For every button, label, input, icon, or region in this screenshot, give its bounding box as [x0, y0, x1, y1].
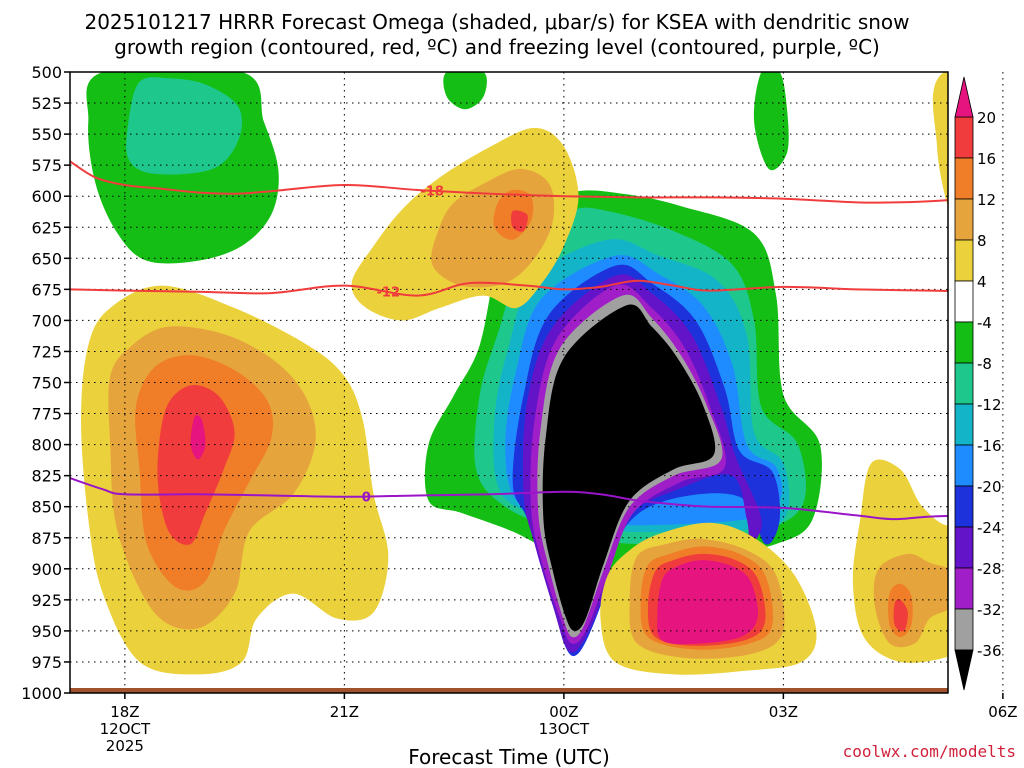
colorbar-band--36--32 — [954, 608, 974, 651]
y-tick-label: 725 — [31, 342, 62, 361]
colorbar-band--28--24 — [954, 526, 974, 569]
colorbar-label: -32 — [977, 601, 1002, 619]
x-tick-label: 18Z — [110, 703, 139, 721]
y-tick-label: 950 — [31, 622, 62, 641]
omega-region-35 — [999, 507, 1024, 591]
credit-text: coolwx.com/modelts — [843, 742, 1016, 761]
omega-region-29 — [1006, 165, 1024, 202]
grid-lines — [70, 72, 1004, 693]
colorbar-top-arrow — [954, 76, 974, 118]
ground-strip — [70, 688, 948, 693]
colorbar-label: -12 — [977, 396, 1002, 414]
omega-shading-layer — [81, 72, 1024, 675]
colorbar-label: 16 — [977, 150, 996, 168]
colorbar-band--4-4 — [954, 280, 974, 323]
y-tick-label: 625 — [31, 218, 62, 237]
y-tick-label: 500 — [31, 63, 62, 82]
y-tick-label: 550 — [31, 125, 62, 144]
colorbar-label: -36 — [977, 642, 1002, 660]
x-axis: 18Z12OCT202521Z00Z13OCT03Z06Z09Z — [100, 693, 1018, 755]
x-tick-date: 12OCT — [100, 720, 151, 738]
plot-area: -18 -12 0 — [69, 71, 1024, 694]
colorbar-band-4-8 — [954, 239, 974, 282]
chart-title-line-2: growth region (contoured, red, ºC) and f… — [114, 35, 880, 59]
y-tick-label: 600 — [31, 187, 62, 206]
x-tick-year: 2025 — [106, 737, 144, 755]
y-tick-label: 825 — [31, 467, 62, 486]
colorbar-label: -24 — [977, 519, 1002, 537]
chart-title-line-1: 2025101217 HRRR Forecast Omega (shaded, … — [84, 10, 909, 34]
contour-label-minus12: -12 — [377, 286, 401, 301]
contour-line-minus12 — [70, 279, 948, 297]
x-tick-label: 00Z — [549, 703, 578, 721]
colorbar-label: -28 — [977, 560, 1002, 578]
contour-lines: -18 -12 0 — [70, 160, 948, 521]
omega-region-1 — [126, 77, 242, 175]
y-tick-label: 700 — [31, 311, 62, 330]
y-axis: 500 525 550 575 600 625 650 675 700 725 750 775 800 8… — [21, 63, 70, 703]
omega-region-22 — [190, 415, 206, 460]
y-tick-label: 850 — [31, 498, 62, 517]
x-tick-label: 06Z — [988, 703, 1017, 721]
contour-label-zero: 0 — [362, 490, 371, 505]
y-tick-label: 675 — [31, 280, 62, 299]
x-tick-label: 21Z — [330, 703, 359, 721]
y-tick-label: 1000 — [21, 684, 62, 703]
colorbar-band--20--16 — [954, 444, 974, 487]
omega-region-3 — [753, 72, 789, 171]
y-tick-label: 750 — [31, 374, 62, 393]
colorbar-band-8-12 — [954, 198, 974, 241]
colorbar-label: -8 — [977, 355, 992, 373]
colorbar-band--16--12 — [954, 403, 974, 446]
y-tick-label: 575 — [31, 156, 62, 175]
colorbar-label: 20 — [977, 109, 996, 127]
omega-region-27 — [932, 72, 948, 208]
colorbar-band-16-20 — [954, 116, 974, 159]
y-tick-label: 800 — [31, 436, 62, 455]
omega-region-26 — [511, 210, 528, 232]
omega-region-21 — [157, 385, 235, 545]
colorbar-bottom-arrow — [954, 649, 974, 691]
colorbar-label: 4 — [977, 273, 987, 291]
y-tick-label: 925 — [31, 591, 62, 610]
y-tick-label: 875 — [31, 529, 62, 548]
omega-region-28 — [983, 127, 1024, 241]
colorbar-band--8--4 — [954, 321, 974, 364]
colorbar-label: -4 — [977, 314, 992, 332]
x-axis-title: Forecast Time (UTC) — [408, 745, 610, 768]
omega-region-44 — [657, 560, 759, 645]
y-tick-label: 975 — [31, 653, 62, 672]
y-tick-label: 525 — [31, 94, 62, 113]
colorbar-label: 12 — [977, 191, 996, 209]
colorbar-band--32--28 — [954, 567, 974, 610]
colorbar-band--12--8 — [954, 362, 974, 405]
y-tick-label: 650 — [31, 249, 62, 268]
colorbar: 20 16 12 8 4 -4 -8 -12 -16 -20 -24 -28 -32 -36 — [954, 76, 1002, 691]
colorbar-label: -16 — [977, 437, 1002, 455]
contour-line-minus18 — [70, 160, 948, 204]
colorbar-label: -20 — [977, 478, 1002, 496]
colorbar-label: 8 — [977, 232, 987, 250]
y-tick-label: 775 — [31, 405, 62, 424]
y-tick-label: 900 — [31, 560, 62, 579]
colorbar-band-12-16 — [954, 157, 974, 200]
omega-region-2 — [443, 72, 487, 110]
contour-label-minus18: -18 — [420, 185, 444, 200]
x-tick-label: 03Z — [769, 703, 798, 721]
omega-region-17 — [542, 304, 716, 631]
omega-region-34 — [893, 599, 908, 632]
contour-line-zero — [70, 477, 948, 521]
colorbar-band--24--20 — [954, 485, 974, 528]
x-tick-date: 13OCT — [539, 720, 590, 738]
